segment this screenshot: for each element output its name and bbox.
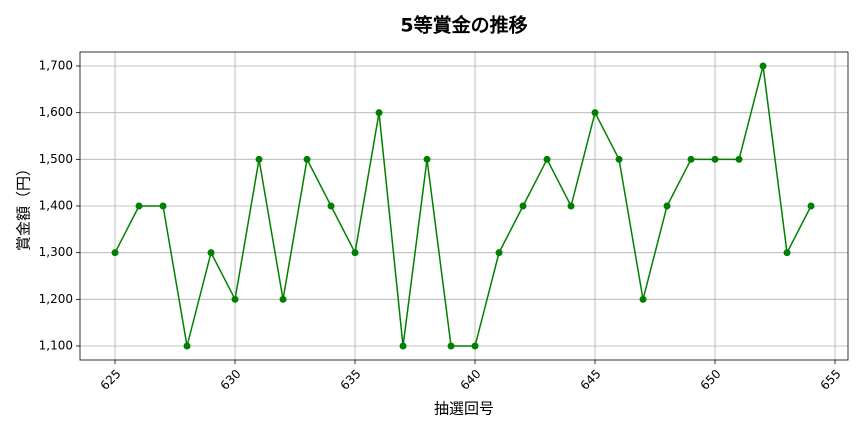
x-tick-label: 635 [338,367,364,393]
point [423,155,431,163]
plot-frame [79,51,849,361]
point [231,295,239,303]
point [159,202,167,210]
point [759,62,767,70]
point [591,109,599,117]
point [639,295,647,303]
x-tick-label: 645 [578,367,604,393]
point [207,249,215,257]
point [183,342,191,350]
point [711,155,719,163]
x-tick-label: 625 [98,367,124,393]
point [615,155,623,163]
point [375,109,383,117]
point [567,202,575,210]
chart-title: 5等賞金の推移 [400,14,527,37]
y-tick-label: 1,500 [39,152,73,166]
point [351,249,359,257]
y-tick-label: 1,600 [39,105,73,119]
y-tick-label: 1,100 [39,339,73,353]
point [495,249,503,257]
point [471,342,479,350]
point [303,155,311,163]
point [279,295,287,303]
y-tick-label: 1,300 [39,245,73,259]
x-tick-label: 630 [218,367,244,393]
point [111,249,119,257]
y-axis-label: 賞金額（円） [15,161,33,251]
x-axis-label: 抽選回号 [434,400,494,418]
point [519,202,527,210]
point [447,342,455,350]
point [807,202,815,210]
point [663,202,671,210]
point [135,202,143,210]
point [399,342,407,350]
y-tick-label: 1,200 [39,292,73,306]
x-tick-label: 650 [698,367,724,393]
point [735,155,743,163]
x-tick-label: 640 [458,367,484,393]
point [255,155,263,163]
point [327,202,335,210]
y-tick-label: 1,400 [39,199,73,213]
y-tick-label: 1,700 [39,59,73,73]
line [114,65,812,347]
point [783,249,791,257]
point [543,155,551,163]
x-tick-label: 655 [818,367,844,393]
point [687,155,695,163]
